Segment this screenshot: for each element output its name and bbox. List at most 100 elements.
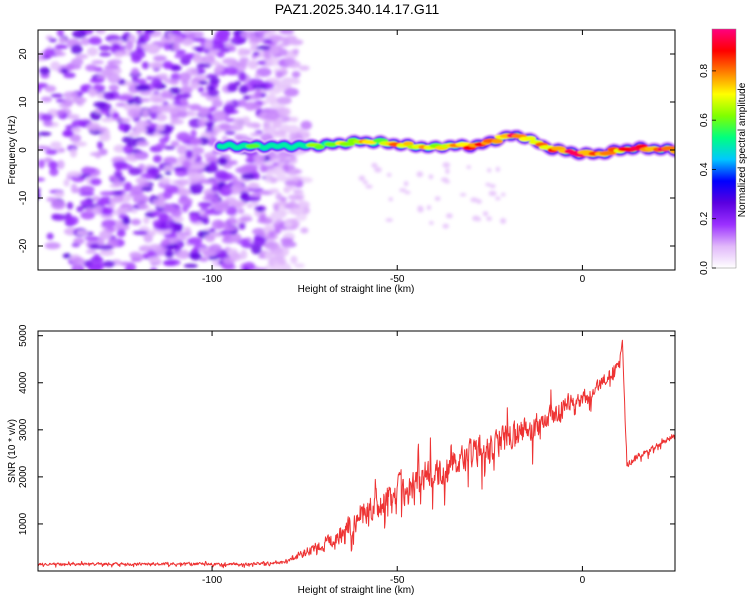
noise-blob [58, 147, 66, 153]
noise-blob [149, 244, 163, 251]
noise-blob [175, 179, 190, 186]
noise-blob [211, 185, 220, 192]
noise-blob [197, 201, 212, 208]
noise-blob [72, 30, 87, 39]
noise-blob [280, 267, 293, 270]
noise-blob [386, 172, 392, 177]
noise-blob [272, 166, 284, 176]
noise-blob [256, 67, 272, 77]
noise-blob [176, 144, 188, 155]
noise-blob [151, 210, 161, 217]
noise-blob [442, 223, 449, 229]
noise-blob [89, 243, 102, 250]
noise-blob [146, 76, 153, 81]
noise-blob [428, 221, 434, 225]
noise-blob [189, 212, 201, 223]
noise-blob [122, 144, 134, 154]
noise-blob [291, 70, 301, 78]
noise-blob [49, 167, 59, 177]
colorbar: 0.0 0.2 0.4 0.6 0.8 Normalized spectral ampl… [699, 28, 748, 275]
noise-blob [118, 118, 131, 123]
noise-blob [189, 183, 204, 192]
noise-blob [66, 215, 79, 226]
noise-blob [289, 39, 304, 46]
noise-blob [281, 246, 290, 257]
noise-blob [159, 177, 171, 185]
noise-blob [445, 213, 453, 219]
noise-blob [38, 131, 52, 136]
noise-blob [173, 35, 184, 44]
noise-blob [300, 227, 309, 234]
noise-blob [134, 153, 147, 159]
noise-blob [300, 120, 312, 130]
noise-blob [98, 126, 108, 133]
noise-blob [38, 159, 46, 169]
noise-blob [173, 216, 184, 223]
noise-blob [38, 187, 41, 193]
noise-blob [63, 72, 76, 79]
noise-blob [212, 110, 227, 119]
noise-blob [174, 53, 186, 59]
noise-blob [254, 73, 261, 79]
noise-blob [80, 167, 97, 174]
noise-blob [190, 129, 197, 138]
noise-blob [210, 40, 223, 50]
noise-blob [99, 249, 115, 256]
noise-blob [173, 222, 184, 232]
noise-blob [268, 230, 276, 239]
top-y-axis-label: Frequency (Hz) [7, 116, 18, 185]
noise-blob [38, 177, 46, 182]
noise-blob [254, 267, 268, 270]
noise-blob [171, 208, 183, 218]
noise-blob [170, 65, 182, 71]
noise-blob [75, 53, 89, 60]
noise-blob [80, 84, 88, 93]
noise-blob [72, 141, 88, 147]
noise-blob [211, 99, 224, 108]
noise-blob [141, 186, 153, 192]
noise-blob [181, 80, 190, 86]
noise-blob [145, 30, 155, 34]
signal-track-core [324, 142, 337, 147]
noise-blob [112, 112, 120, 119]
noise-blob [124, 156, 133, 161]
top-y-tick-label: -10 [18, 190, 29, 205]
noise-blob [249, 44, 259, 52]
noise-blob [209, 106, 217, 112]
noise-blob [459, 193, 467, 197]
noise-blob [46, 232, 54, 240]
noise-blob [262, 125, 276, 135]
noise-blob [253, 154, 266, 162]
noise-blob [130, 209, 138, 214]
noise-blob [291, 116, 299, 123]
noise-blob [445, 168, 450, 175]
noise-blob [176, 235, 188, 241]
noise-blob [130, 257, 142, 263]
noise-blob [237, 99, 247, 108]
noise-blob [135, 84, 151, 92]
noise-blob [141, 61, 150, 70]
noise-blob [112, 195, 124, 204]
noise-blob [108, 175, 117, 181]
noise-blob [79, 191, 95, 197]
noise-blob [288, 133, 297, 140]
noise-blob [251, 102, 262, 110]
noise-blob [155, 113, 168, 122]
noise-blob [290, 255, 298, 264]
noise-blob [252, 227, 266, 236]
noise-blob [251, 244, 262, 255]
bottom-y-tick-label: 4000 [18, 371, 29, 394]
noise-blob [214, 200, 231, 207]
noise-blob [113, 50, 125, 58]
noise-blob [116, 207, 132, 213]
noise-blob [80, 211, 96, 220]
noise-blob [48, 160, 58, 170]
top-x-tick-label: -100 [202, 274, 222, 285]
noise-blob [485, 182, 491, 187]
noise-blob [125, 40, 134, 51]
noise-blob [63, 91, 78, 99]
noise-blob [148, 123, 158, 129]
noise-blob [160, 238, 171, 247]
noise-blob [488, 190, 497, 196]
noise-blob [232, 117, 246, 128]
